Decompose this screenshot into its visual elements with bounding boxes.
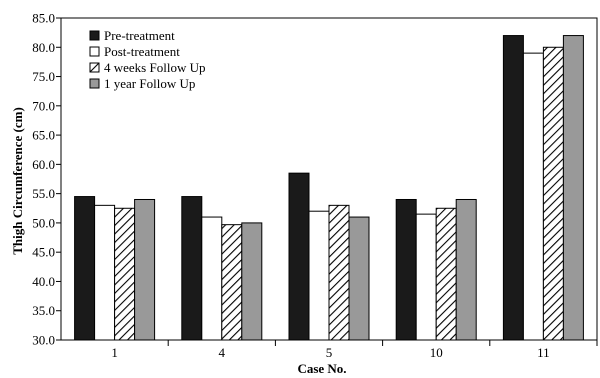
y-tick-label: 45.0 <box>32 245 55 260</box>
legend-label: 4 weeks Follow Up <box>104 60 205 75</box>
x-tick-label: 11 <box>537 345 550 360</box>
y-tick-label: 85.0 <box>32 11 55 26</box>
y-tick-label: 35.0 <box>32 303 55 318</box>
bar <box>435 207 457 341</box>
y-tick-label: 80.0 <box>32 40 55 55</box>
bar <box>181 196 203 341</box>
legend-label: Pre-treatment <box>104 28 175 43</box>
bar <box>134 198 156 341</box>
bar <box>221 224 243 341</box>
y-tick-label: 40.0 <box>32 274 55 289</box>
bar <box>201 216 223 341</box>
y-tick-label: 70.0 <box>32 98 55 113</box>
y-tick-label: 75.0 <box>32 69 55 84</box>
bar <box>328 204 350 341</box>
x-tick-label: 1 <box>111 345 118 360</box>
bar <box>241 222 263 341</box>
y-tick-label: 65.0 <box>32 128 55 143</box>
legend-swatch <box>89 62 100 73</box>
x-tick-label: 4 <box>219 345 226 360</box>
x-tick-label: 10 <box>430 345 443 360</box>
plot-area: 30.0 35.0 40.0 45.0 50.0 55.0 60.0 65.0 70.0 75.0… <box>32 11 598 360</box>
bar <box>94 204 116 341</box>
y-tick-label: 30.0 <box>32 333 55 348</box>
y-axis-title: Thigh Circumference (cm) <box>10 107 25 255</box>
bar <box>562 35 584 341</box>
legend-swatch <box>89 30 100 41</box>
bar <box>308 210 330 341</box>
bar <box>74 196 96 341</box>
bar <box>542 46 564 341</box>
legend-swatch <box>89 46 100 57</box>
bar <box>114 207 136 341</box>
x-tick-label: 5 <box>326 345 333 360</box>
legend-label: 1 year Follow Up <box>104 76 195 91</box>
bar <box>415 213 437 341</box>
bar <box>502 35 524 341</box>
legend-label: Post-treatment <box>104 44 180 59</box>
bar <box>288 172 310 341</box>
bar <box>348 216 370 341</box>
y-tick-label: 60.0 <box>32 157 55 172</box>
y-tick-label: 50.0 <box>32 215 55 230</box>
bar <box>455 198 477 341</box>
bar <box>395 198 417 341</box>
bar <box>522 52 544 341</box>
x-axis-title: Case No. <box>297 361 346 376</box>
y-tick-label: 55.0 <box>32 186 55 201</box>
legend-swatch <box>89 78 100 89</box>
